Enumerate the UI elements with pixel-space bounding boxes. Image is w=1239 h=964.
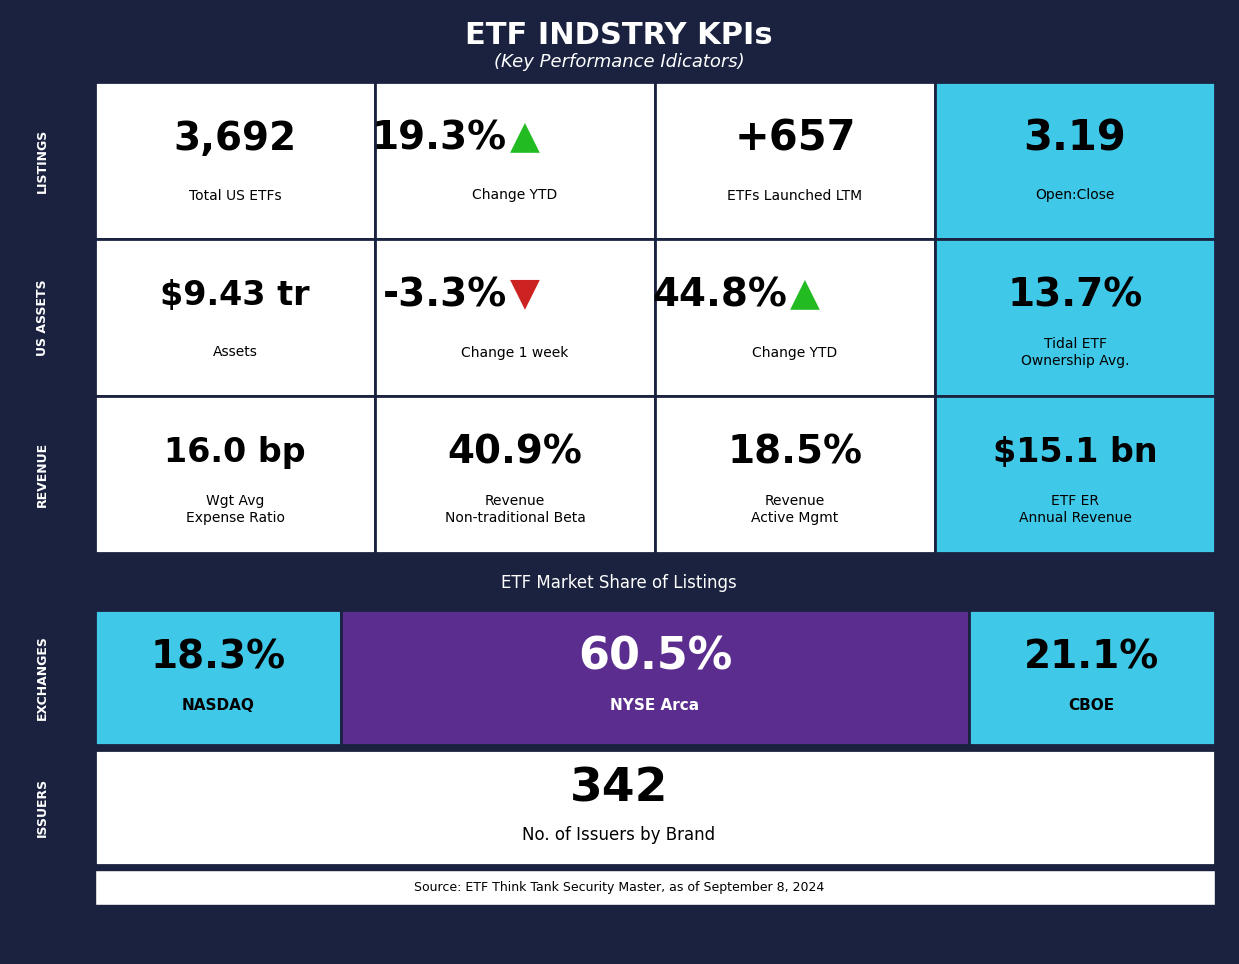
Text: ETF INDSTRY KPIs: ETF INDSTRY KPIs — [465, 20, 773, 49]
Bar — [375, 239, 655, 396]
Text: 18.3%: 18.3% — [151, 638, 286, 677]
Text: No. of Issuers by Brand: No. of Issuers by Brand — [523, 826, 716, 844]
Text: NYSE Arca: NYSE Arca — [611, 698, 700, 713]
Text: (Key Performance Idicators): (Key Performance Idicators) — [493, 53, 745, 71]
Text: REVENUE: REVENUE — [36, 442, 48, 507]
Bar — [655, 239, 935, 396]
Bar — [655, 396, 935, 553]
Text: 40.9%: 40.9% — [447, 434, 582, 471]
Text: $15.1 bn: $15.1 bn — [992, 436, 1157, 469]
Text: Revenue
Non-traditional Beta: Revenue Non-traditional Beta — [445, 494, 586, 525]
Text: 3,692: 3,692 — [173, 120, 296, 157]
Text: Open:Close: Open:Close — [1036, 189, 1115, 202]
Text: US ASSETS: US ASSETS — [36, 280, 48, 356]
Text: Source: ETF Think Tank Security Master, as of September 8, 2024: Source: ETF Think Tank Security Master, … — [414, 880, 824, 894]
Text: Change YTD: Change YTD — [472, 189, 558, 202]
Text: Total US ETFs: Total US ETFs — [188, 189, 281, 202]
Bar — [95, 750, 1215, 865]
Text: 3.19: 3.19 — [1023, 118, 1126, 159]
Text: LISTINGS: LISTINGS — [36, 128, 48, 193]
Text: EXCHANGES: EXCHANGES — [36, 635, 48, 720]
Text: 21.1%: 21.1% — [1025, 638, 1160, 677]
Text: ETF ER
Annual Revenue: ETF ER Annual Revenue — [1018, 494, 1131, 525]
Bar — [375, 396, 655, 553]
Text: ETFs Launched LTM: ETFs Launched LTM — [727, 189, 862, 202]
Text: Assets: Assets — [213, 345, 258, 360]
Bar — [95, 870, 1215, 905]
Text: ▼: ▼ — [510, 275, 540, 312]
Text: $9.43 tr: $9.43 tr — [160, 279, 310, 312]
Bar — [95, 82, 375, 239]
Text: 16.0 bp: 16.0 bp — [165, 436, 306, 469]
Bar — [342, 610, 969, 745]
Bar — [935, 396, 1215, 553]
Text: 60.5%: 60.5% — [577, 636, 732, 679]
Text: CBOE: CBOE — [1069, 698, 1115, 713]
Text: ▲: ▲ — [510, 118, 540, 155]
Bar — [375, 82, 655, 239]
Text: 342: 342 — [570, 767, 668, 812]
Text: 19.3%: 19.3% — [372, 120, 507, 157]
Text: ETF Market Share of Listings: ETF Market Share of Listings — [501, 574, 737, 592]
Bar — [969, 610, 1215, 745]
Text: Change YTD: Change YTD — [752, 345, 838, 360]
Text: 13.7%: 13.7% — [1007, 277, 1142, 314]
Text: 18.5%: 18.5% — [727, 434, 862, 471]
Text: NASDAQ: NASDAQ — [182, 698, 255, 713]
Text: Tidal ETF
Ownership Avg.: Tidal ETF Ownership Avg. — [1021, 336, 1129, 368]
Text: +657: +657 — [735, 118, 856, 159]
Bar — [655, 82, 935, 239]
Text: -3.3%: -3.3% — [383, 277, 507, 314]
Bar — [95, 239, 375, 396]
Text: Revenue
Active Mgmt: Revenue Active Mgmt — [751, 494, 839, 525]
Text: ▲: ▲ — [790, 275, 820, 312]
Text: Wgt Avg
Expense Ratio: Wgt Avg Expense Ratio — [186, 494, 285, 525]
Bar — [935, 239, 1215, 396]
Bar — [935, 82, 1215, 239]
Text: ISSUERS: ISSUERS — [36, 778, 48, 837]
Bar — [95, 396, 375, 553]
Text: 44.8%: 44.8% — [652, 277, 787, 314]
Text: Change 1 week: Change 1 week — [461, 345, 569, 360]
Bar — [95, 610, 342, 745]
